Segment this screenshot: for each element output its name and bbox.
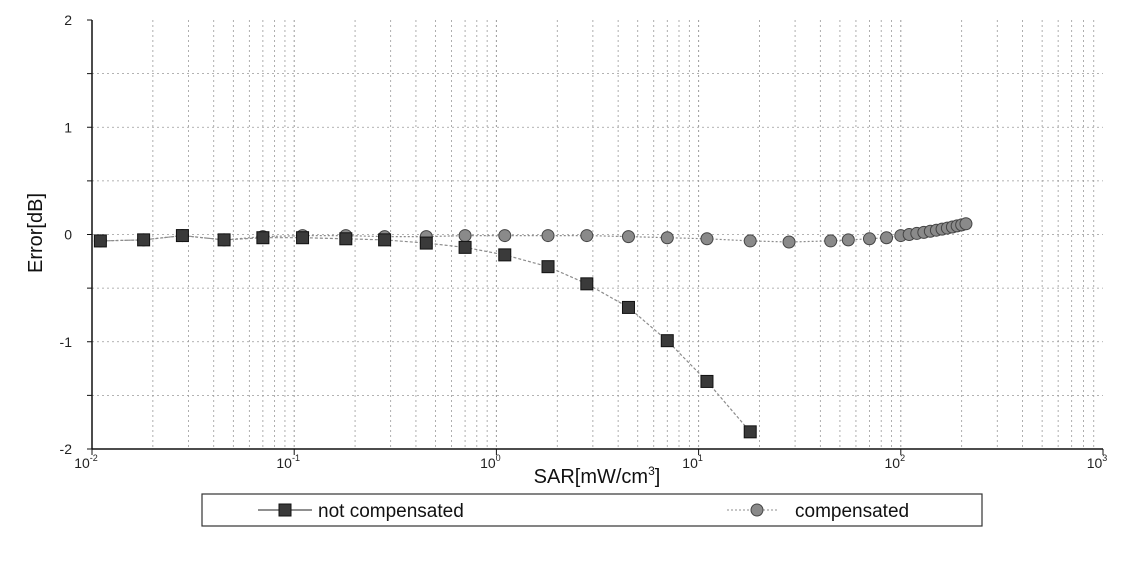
legend-frame <box>201 493 983 527</box>
x-tick-label: 103 <box>1087 453 1108 471</box>
data-point-square <box>217 233 231 247</box>
x-tick-label: 100 <box>480 453 501 471</box>
y-tick-label: 2 <box>64 12 72 28</box>
legend-label-not-compensated: not compensated <box>318 501 464 522</box>
data-point-square <box>541 260 555 274</box>
data-point-square <box>175 229 189 243</box>
axes <box>87 19 1104 455</box>
legend-circle-marker <box>750 503 764 517</box>
data-point-circle <box>700 232 714 246</box>
data-point-square <box>419 236 433 250</box>
data-point-square <box>256 231 270 245</box>
x-axis-label-sup: 3 <box>648 464 655 478</box>
legend: not compensated compensated <box>201 493 983 527</box>
data-point-circle <box>580 229 594 243</box>
data-point-circle <box>541 229 555 243</box>
data-point-circle <box>743 234 757 248</box>
data-point-square <box>660 334 674 348</box>
x-tick-label: 10-2 <box>74 453 98 471</box>
data-point-square <box>339 232 353 246</box>
data-point-square <box>743 425 757 439</box>
y-tick-label: 0 <box>64 227 72 243</box>
data-point-circle <box>841 233 855 247</box>
data-point-square <box>458 240 472 254</box>
series-not-compensated <box>93 229 757 439</box>
y-tick-label: 1 <box>64 119 72 135</box>
data-point-square <box>137 233 151 247</box>
data-series <box>93 217 973 439</box>
x-tick-labels: 10-2 10-1 100 101 102 103 <box>74 453 1107 471</box>
data-point-circle <box>621 230 635 244</box>
data-point-circle <box>782 235 796 249</box>
legend-item-compensated: compensated <box>727 501 909 522</box>
data-point-square <box>378 233 392 247</box>
x-tick-label: 102 <box>885 453 906 471</box>
data-point-circle <box>959 217 973 231</box>
data-point-circle <box>498 229 512 243</box>
x-axis-label-end: ] <box>655 466 661 488</box>
legend-label-compensated: compensated <box>795 501 909 522</box>
legend-item-not-compensated: not compensated <box>258 501 464 522</box>
data-point-circle <box>824 234 838 248</box>
x-tick-label: 101 <box>682 453 703 471</box>
data-point-square <box>296 231 310 245</box>
x-axis-label-main: SAR[mW/cm <box>534 466 648 488</box>
data-point-circle <box>458 229 472 243</box>
data-point-circle <box>862 232 876 246</box>
y-tick-labels: 2 1 0 -1 -2 <box>60 12 73 457</box>
data-point-square <box>580 277 594 291</box>
grid-lines <box>92 20 1103 449</box>
x-tick-label: 10-1 <box>276 453 300 471</box>
data-point-square <box>700 374 714 388</box>
data-point-circle <box>660 231 674 245</box>
y-axis-label: Error[dB] <box>25 193 47 273</box>
series-compensated <box>93 217 973 249</box>
data-point-square <box>93 234 107 248</box>
data-point-square <box>498 248 512 262</box>
y-tick-label: -2 <box>60 441 73 457</box>
x-axis-label: SAR[mW/cm3] <box>534 464 661 488</box>
y-tick-label: -1 <box>60 334 73 350</box>
data-point-square <box>621 300 635 314</box>
data-point-circle <box>880 231 894 245</box>
legend-square-marker <box>278 503 292 517</box>
